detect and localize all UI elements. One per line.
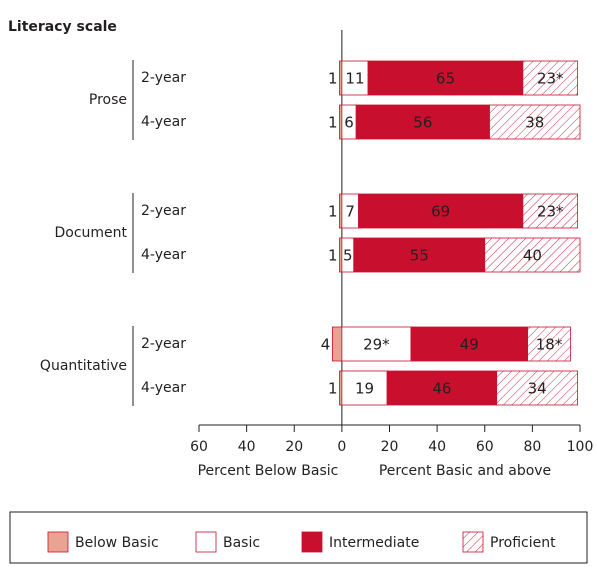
group-label: Document	[54, 225, 127, 241]
value-label: 19	[355, 380, 374, 398]
x-tick-label: 40	[238, 439, 256, 455]
row-label: 4-year	[141, 247, 186, 263]
legend-swatch	[195, 531, 217, 553]
value-label: 55	[410, 247, 429, 265]
value-label: 23*	[537, 70, 564, 88]
bar-segment	[410, 326, 529, 362]
value-label: 29*	[363, 336, 390, 354]
bar-segment	[522, 193, 579, 229]
bar-segment	[341, 60, 369, 96]
x-tick-label: 0	[337, 439, 346, 455]
legend-label: Below Basic	[75, 535, 159, 551]
bar-segment	[367, 60, 524, 96]
x-axis-label: Percent Basic and above	[379, 463, 551, 479]
value-label: 5	[343, 247, 353, 265]
bar-segment	[358, 193, 524, 229]
x-tick-label: 60	[190, 439, 208, 455]
bar-segment	[353, 237, 486, 273]
value-label: 56	[413, 114, 432, 132]
value-label: 65	[436, 70, 455, 88]
value-label: 7	[345, 203, 355, 221]
bar-segment	[331, 326, 343, 362]
row-label: 2-year	[141, 336, 186, 352]
legend-box	[9, 511, 588, 564]
group-label: Quantitative	[40, 358, 127, 374]
value-label: 1	[328, 70, 338, 88]
legend-swatch	[47, 531, 69, 553]
value-label: 46	[432, 380, 451, 398]
value-label: 1	[328, 114, 338, 132]
bar-segment	[484, 237, 581, 273]
value-label: 49	[460, 336, 479, 354]
value-label: 69	[431, 203, 450, 221]
value-label: 6	[344, 114, 354, 132]
x-tick-label: 40	[428, 439, 446, 455]
legend-label: Proficient	[490, 535, 556, 551]
value-label: 4	[321, 336, 331, 354]
value-label: 1	[328, 247, 338, 265]
legend-swatch	[462, 531, 484, 553]
bar-segment	[527, 326, 571, 362]
bar-segment	[496, 370, 579, 406]
x-tick-label: 20	[381, 439, 399, 455]
bar-segment	[386, 370, 498, 406]
legend-swatch	[301, 531, 323, 553]
bar-segment	[522, 60, 579, 96]
value-label: 34	[528, 380, 547, 398]
value-label: 11	[345, 70, 364, 88]
chart-title: Literacy scale	[8, 19, 117, 35]
row-label: 2-year	[141, 203, 186, 219]
value-label: 38	[525, 114, 544, 132]
value-label: 1	[328, 203, 338, 221]
legend-label: Basic	[223, 535, 260, 551]
group-label: Prose	[89, 92, 127, 108]
bar-segment	[341, 326, 412, 362]
value-label: 18*	[536, 336, 563, 354]
x-tick-label: 20	[285, 439, 303, 455]
bar-segment	[355, 104, 490, 140]
x-tick-label: 100	[567, 439, 594, 455]
bar-segment	[489, 104, 581, 140]
legend-label: Intermediate	[329, 535, 419, 551]
x-tick-label: 60	[476, 439, 494, 455]
value-label: 40	[523, 247, 542, 265]
value-label: 1	[328, 380, 338, 398]
row-label: 4-year	[141, 114, 186, 130]
x-tick-label: 80	[523, 439, 541, 455]
row-label: 4-year	[141, 380, 186, 396]
row-label: 2-year	[141, 70, 186, 86]
x-axis-label: Percent Below Basic	[198, 463, 339, 479]
value-label: 23*	[537, 203, 564, 221]
